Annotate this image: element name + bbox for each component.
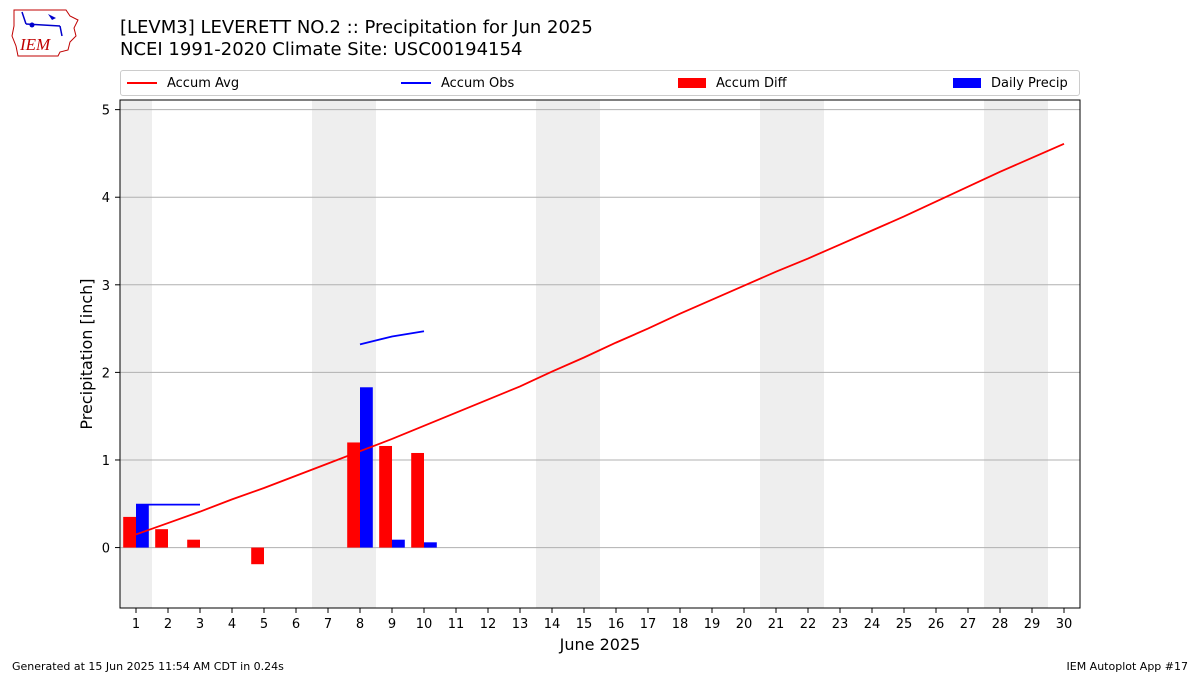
legend-item-accum-avg: Accum Avg [127,71,239,95]
chart-legend: Accum Avg Accum Obs Accum Diff Daily Pre… [120,70,1080,96]
y-tick-label: 4 [102,191,110,206]
grid-lines [120,109,1080,549]
x-tick-label: 4 [228,617,236,632]
x-tick-label: 14 [544,617,561,632]
legend-item-accum-obs: Accum Obs [401,71,514,95]
y-axis-label: Precipitation [inch] [77,278,96,429]
y-tick-label: 3 [102,279,110,294]
x-tick-label: 15 [576,617,593,632]
bars [123,387,437,565]
x-tick-label: 3 [196,617,204,632]
bar-accum-diff [251,547,264,565]
legend-item-daily-precip: Daily Precip [953,71,1068,95]
bar-daily-precip [136,504,149,548]
weekend-shading [120,100,1048,608]
footer-app-text: IEM Autoplot App #17 [1066,660,1189,673]
x-tick-label: 19 [704,617,721,632]
legend-swatch-accum-obs [401,82,431,84]
legend-swatch-daily-precip [953,78,981,88]
bar-daily-precip [392,539,405,548]
tick-labels: 1 2 3 4 5 6 7 8 9 10 11 12 13 14 15 16 17 18 19 20 21 22 23 24 2… [102,104,1073,632]
iem-logo: IEM [11,9,79,57]
y-tick-label: 1 [102,454,110,469]
bar-accum-diff [187,539,200,548]
x-tick-label: 12 [480,617,497,632]
x-tick-label: 24 [864,617,881,632]
legend-label-daily-precip: Daily Precip [991,75,1068,91]
axes [115,99,1081,613]
x-tick-label: 6 [292,617,300,632]
x-tick-label: 25 [896,617,913,632]
x-tick-label: 11 [448,617,465,632]
legend-swatch-accum-diff [678,78,706,88]
bar-daily-precip [424,542,437,548]
x-tick-label: 20 [736,617,753,632]
x-tick-label: 8 [356,617,364,632]
x-tick-label: 2 [164,617,172,632]
x-tick-label: 28 [992,617,1009,632]
footer-generated-text: Generated at 15 Jun 2025 11:54 AM CDT in… [12,660,284,673]
series-lines [135,142,1065,536]
legend-label-accum-diff: Accum Diff [716,75,787,91]
bar-accum-diff [411,452,424,548]
x-tick-label: 21 [768,617,785,632]
x-tick-label: 26 [928,617,945,632]
x-tick-label: 30 [1056,617,1073,632]
bar-accum-diff [155,529,168,548]
bar-accum-diff [347,442,360,548]
x-tick-label: 10 [416,617,433,632]
x-tick-label: 7 [324,617,332,632]
bar-daily-precip [360,387,373,548]
x-tick-label: 29 [1024,617,1041,632]
y-tick-label: 2 [102,366,110,381]
x-tick-label: 27 [960,617,977,632]
x-tick-label: 16 [608,617,625,632]
x-tick-label: 23 [832,617,849,632]
x-tick-label: 9 [388,617,396,632]
x-tick-label: 22 [800,617,817,632]
y-tick-label: 0 [102,542,110,557]
weekend-shade-4 [984,100,1048,608]
bar-accum-diff [379,445,392,548]
y-tick-label: 5 [102,104,110,119]
x-tick-label: 5 [260,617,268,632]
logo-text: IEM [19,35,51,54]
weekend-shade-3 [760,100,824,608]
legend-label-accum-avg: Accum Avg [167,75,240,91]
weekend-shade-2 [536,100,600,608]
chart-title: [LEVM3] LEVERETT NO.2 :: Precipitation f… [120,17,593,38]
legend-item-accum-diff: Accum Diff [678,71,787,95]
x-tick-label: 13 [512,617,529,632]
line-accum-obs [359,330,425,346]
x-tick-label: 18 [672,617,689,632]
chart-subtitle: NCEI 1991-2020 Climate Site: USC00194154 [120,39,523,60]
x-tick-label: 1 [132,617,140,632]
line-accum-avg [135,142,1065,536]
bar-accum-diff [123,516,136,548]
plot-frame [119,99,1081,609]
x-axis-label: June 2025 [559,635,641,654]
legend-swatch-accum-avg [127,82,157,84]
legend-label-accum-obs: Accum Obs [441,75,515,91]
x-tick-label: 17 [640,617,657,632]
